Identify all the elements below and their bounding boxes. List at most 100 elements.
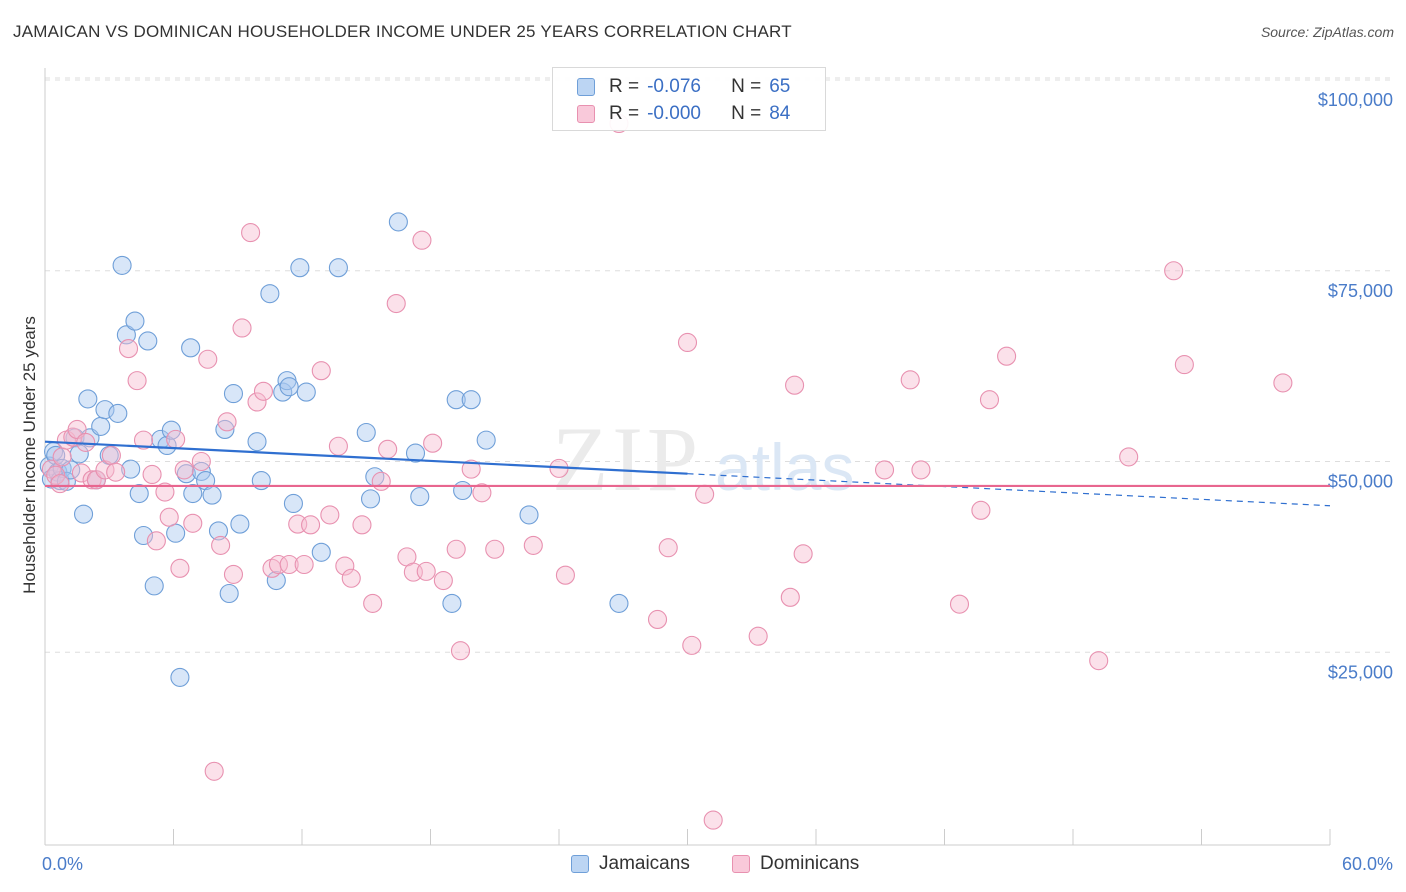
watermark: ZIP atlas bbox=[552, 408, 854, 510]
dominican-point bbox=[949, 594, 970, 614]
jamaican-trend-line bbox=[44, 440, 688, 475]
jamaican-point bbox=[223, 384, 244, 404]
dominican-point bbox=[142, 464, 162, 485]
dominican-point bbox=[695, 484, 715, 504]
dominican-point bbox=[793, 544, 813, 564]
dominican-point bbox=[268, 554, 288, 575]
jamaican-point bbox=[311, 542, 331, 562]
source-label: Source: ZipAtlas.com bbox=[1260, 24, 1394, 40]
dominican-point bbox=[979, 390, 1000, 410]
dominican-point bbox=[211, 535, 231, 555]
jamaican-point bbox=[388, 212, 408, 232]
chart-title: JAMAICAN VS DOMINICAN HOUSEHOLDER INCOME… bbox=[13, 22, 792, 41]
dominican-point bbox=[485, 539, 505, 559]
legend-r-value: -0.000 bbox=[647, 103, 701, 124]
dominican-swatch bbox=[577, 105, 595, 123]
dominican-point bbox=[133, 430, 154, 450]
legend-n-label: N = bbox=[731, 103, 762, 124]
jamaican-point bbox=[266, 570, 286, 591]
dominican-point bbox=[911, 460, 931, 480]
dominican-point bbox=[166, 429, 186, 449]
jamaican-point bbox=[609, 593, 629, 613]
trend-lines bbox=[44, 440, 1331, 507]
dominican-point bbox=[232, 318, 252, 338]
jamaican-point bbox=[170, 667, 190, 687]
dominican-point bbox=[433, 570, 453, 591]
bottom-legend-label: Jamaicans bbox=[599, 853, 690, 874]
dominican-point bbox=[386, 294, 406, 314]
jamaican-point bbox=[360, 489, 381, 509]
y-tick-label: $100,000 bbox=[1318, 90, 1393, 110]
dominican-point bbox=[183, 513, 203, 533]
jamaican-point bbox=[405, 443, 426, 463]
dominican-point bbox=[363, 593, 383, 613]
dominican-point bbox=[446, 539, 466, 559]
legend-r-value: -0.076 bbox=[647, 76, 701, 97]
dominican-point bbox=[450, 641, 471, 661]
dominican-point bbox=[247, 392, 267, 412]
dominican-point bbox=[461, 459, 481, 479]
dominican-point bbox=[155, 482, 175, 502]
jamaican-points bbox=[39, 212, 629, 687]
jamaican-point bbox=[91, 416, 111, 436]
jamaican-point bbox=[112, 255, 132, 275]
jamaican-point bbox=[519, 505, 539, 525]
y-tick-label: $75,000 bbox=[1328, 281, 1393, 301]
dominican-point bbox=[472, 483, 492, 503]
dominican-point bbox=[1089, 651, 1109, 671]
dominican-point bbox=[748, 626, 768, 646]
jamaican-point bbox=[247, 432, 267, 452]
jamaican-point bbox=[356, 422, 376, 443]
jamaican-point bbox=[461, 390, 481, 410]
dominican-point bbox=[780, 587, 800, 607]
y-tick-label: $25,000 bbox=[1328, 662, 1393, 682]
legend-r-label: R = bbox=[609, 76, 640, 97]
jamaican-trend-extension bbox=[687, 473, 1331, 507]
dominican-point bbox=[50, 474, 70, 494]
watermark-zip: ZIP bbox=[552, 408, 702, 510]
dominican-point bbox=[174, 460, 194, 480]
dominican-point bbox=[82, 470, 102, 490]
jamaican-point bbox=[260, 284, 280, 304]
dominican-point bbox=[253, 381, 274, 401]
legend-n-value: 84 bbox=[769, 103, 791, 124]
dominican-point bbox=[647, 609, 668, 629]
dominican-point bbox=[204, 761, 224, 781]
axes bbox=[44, 68, 1331, 846]
jamaican-point bbox=[453, 480, 473, 501]
x-tick-label-left: 0.0% bbox=[42, 854, 83, 874]
jamaican-point bbox=[328, 258, 348, 278]
jamaican-point bbox=[230, 514, 250, 534]
jamaican-point bbox=[129, 483, 149, 504]
dominican-point bbox=[1174, 355, 1194, 375]
dominican-point bbox=[352, 515, 372, 535]
jamaican-point bbox=[202, 485, 222, 505]
dominican-point bbox=[223, 564, 244, 584]
dominican-point bbox=[279, 554, 299, 575]
jamaican-point bbox=[442, 593, 462, 613]
dominican-swatch bbox=[732, 855, 750, 873]
jamaican-point bbox=[121, 459, 141, 479]
dominican-point bbox=[874, 460, 895, 480]
jamaican-point bbox=[74, 504, 94, 524]
dominican-point bbox=[658, 538, 678, 558]
dominican-point bbox=[677, 332, 698, 353]
dominican-point bbox=[412, 230, 432, 250]
dominican-point bbox=[101, 445, 121, 465]
bottom-legend-label: Dominicans bbox=[760, 853, 860, 874]
dominican-point bbox=[378, 439, 398, 459]
legend-r-label: R = bbox=[609, 103, 640, 124]
jamaican-point bbox=[138, 331, 158, 351]
jamaican-point bbox=[181, 338, 201, 358]
jamaican-point bbox=[191, 461, 211, 481]
jamaican-point bbox=[279, 377, 299, 397]
dominican-point bbox=[1119, 447, 1139, 467]
jamaican-point bbox=[125, 311, 145, 331]
jamaican-point bbox=[208, 521, 229, 541]
dominican-point bbox=[241, 223, 261, 243]
jamaican-point bbox=[144, 576, 164, 596]
dominican-point bbox=[217, 412, 237, 432]
dominican-point bbox=[682, 635, 702, 655]
dominican-points bbox=[41, 113, 1293, 830]
